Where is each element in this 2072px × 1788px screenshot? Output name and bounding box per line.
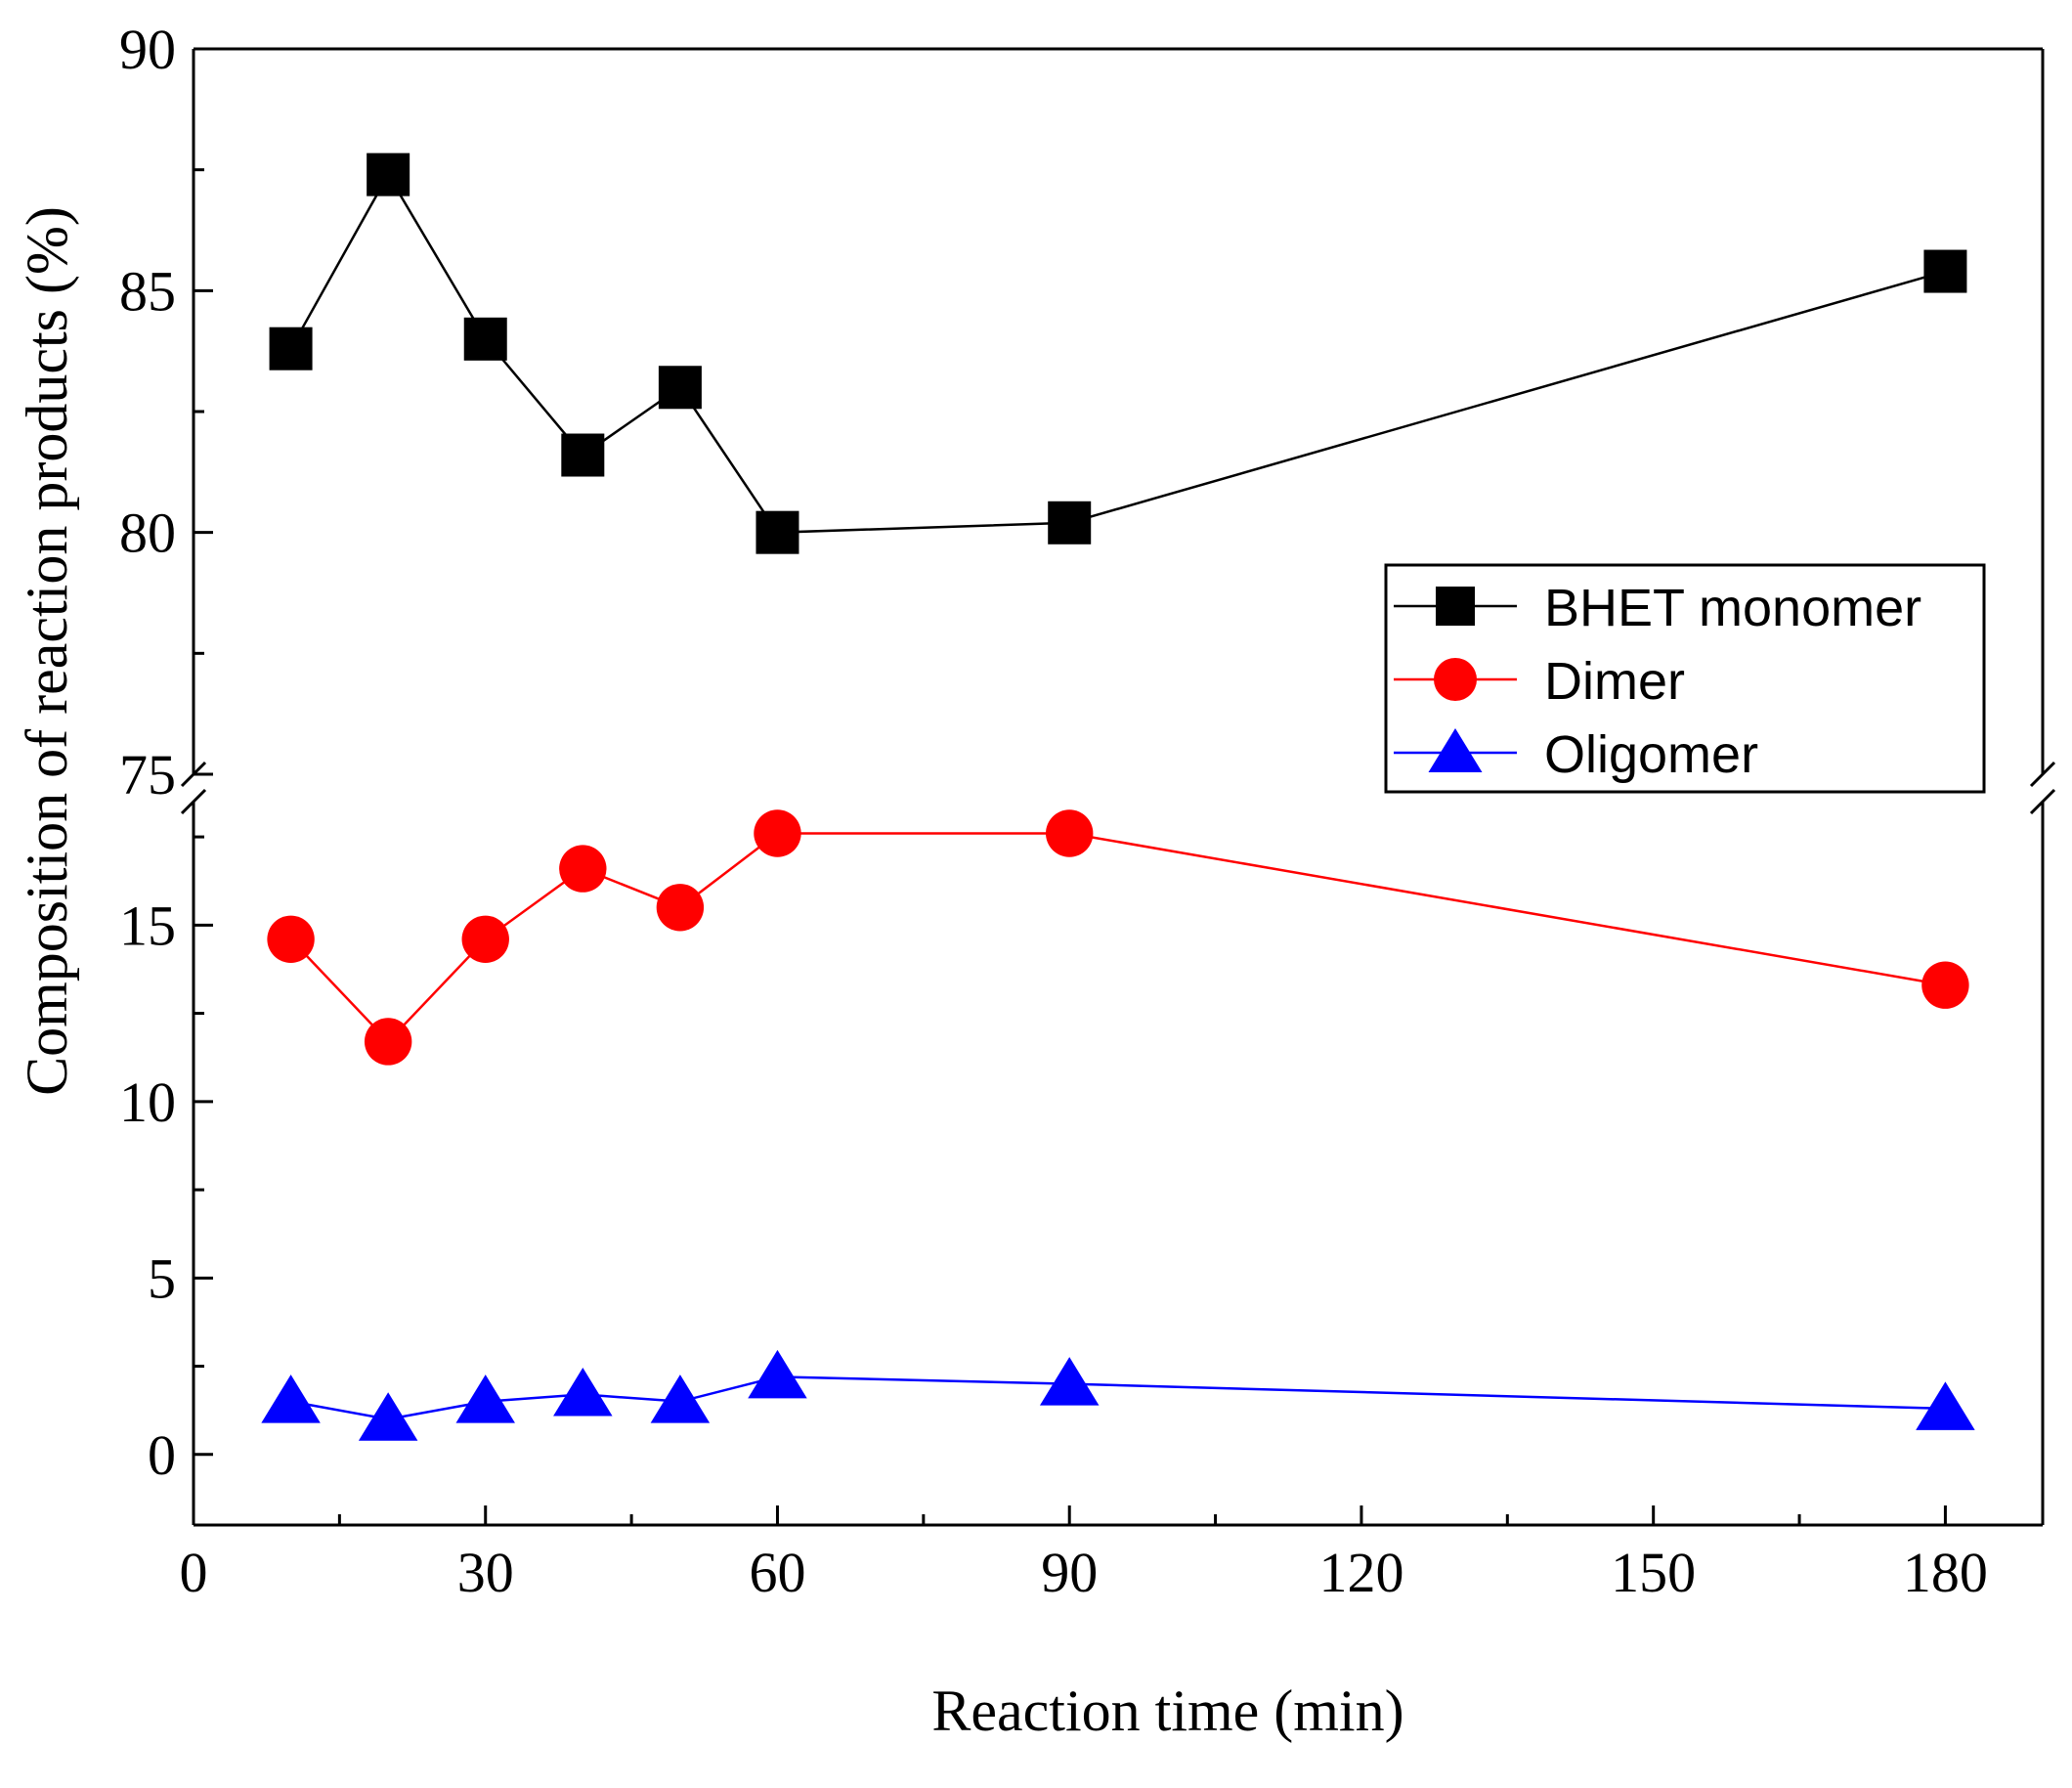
- data-point-bhet-monomer: [1048, 501, 1092, 545]
- x-tick-label: 180: [1903, 1541, 1988, 1604]
- legend-label-dimer: Dimer: [1544, 652, 1685, 711]
- legend-marker-dimer: [1434, 658, 1477, 701]
- x-tick-label: 150: [1611, 1541, 1696, 1604]
- legend-marker-bhet-monomer: [1436, 587, 1475, 626]
- series-bhet-monomer: [269, 153, 1967, 554]
- data-point-oligomer: [553, 1367, 613, 1417]
- axis-break-mark-right-lower: [2029, 788, 2056, 815]
- x-tick-label: 90: [1041, 1541, 1098, 1604]
- data-point-dimer: [754, 809, 801, 857]
- axis-break-mark-right-upper: [2029, 761, 2056, 788]
- y-tick-label: 10: [119, 1070, 176, 1134]
- series-line-oligomer: [290, 1375, 1946, 1420]
- data-point-oligomer: [1916, 1381, 1975, 1430]
- data-point-dimer: [461, 915, 509, 963]
- axis-break-mark-left-lower: [180, 788, 207, 815]
- series-line-dimer: [289, 832, 1946, 1044]
- x-tick-label: 60: [749, 1541, 805, 1604]
- x-tick-label: 0: [180, 1541, 208, 1604]
- legend-label-oligomer: Oligomer: [1544, 725, 1758, 784]
- x-tick-label: 120: [1318, 1541, 1403, 1604]
- y-tick-label: 0: [148, 1423, 176, 1487]
- legend-box: [1384, 563, 1986, 794]
- series-line-bhet-monomer: [289, 172, 1946, 534]
- y-tick-label: 80: [119, 502, 176, 565]
- legend-label-bhet-monomer: BHET monomer: [1544, 579, 1921, 637]
- data-point-dimer: [559, 845, 607, 893]
- data-point-dimer: [364, 1018, 412, 1066]
- legend: BHET monomer Dimer Oligomer: [1384, 563, 1986, 794]
- data-point-oligomer: [261, 1374, 321, 1423]
- series-layer: [261, 153, 1975, 1441]
- series-oligomer: [261, 1349, 1975, 1441]
- data-point-bhet-monomer: [463, 317, 507, 361]
- data-point-dimer: [656, 884, 705, 932]
- data-point-bhet-monomer: [561, 433, 605, 477]
- y-tick-label: 75: [119, 743, 176, 807]
- data-point-oligomer: [748, 1349, 807, 1399]
- x-axis-title: Reaction time (min): [931, 1679, 1403, 1743]
- axes: 0 30 60 90 120 150 180 75 80 85 90 0 5 10 15: [119, 18, 2056, 1604]
- data-point-bhet-monomer: [1923, 249, 1967, 293]
- data-point-oligomer: [650, 1374, 711, 1423]
- data-point-bhet-monomer: [367, 153, 410, 196]
- data-point-bhet-monomer: [658, 366, 702, 410]
- y-tick-label: 15: [119, 894, 176, 957]
- data-point-bhet-monomer: [755, 510, 799, 554]
- y-tick-label: 5: [148, 1246, 176, 1310]
- data-point-dimer: [1046, 809, 1094, 857]
- data-point-oligomer: [455, 1374, 515, 1423]
- data-point-oligomer: [358, 1392, 418, 1441]
- series-dimer: [267, 809, 1969, 1066]
- data-point-dimer: [267, 915, 315, 963]
- y-axis-title: Composition of reaction products (%): [15, 206, 79, 1096]
- data-point-dimer: [1921, 961, 1969, 1009]
- y-tick-label: 90: [119, 18, 176, 81]
- legend-marker-oligomer: [1428, 728, 1483, 772]
- y-tick-label: 85: [119, 259, 176, 323]
- x-tick-label: 30: [457, 1541, 514, 1604]
- data-point-oligomer: [1039, 1357, 1100, 1406]
- data-point-bhet-monomer: [269, 327, 313, 371]
